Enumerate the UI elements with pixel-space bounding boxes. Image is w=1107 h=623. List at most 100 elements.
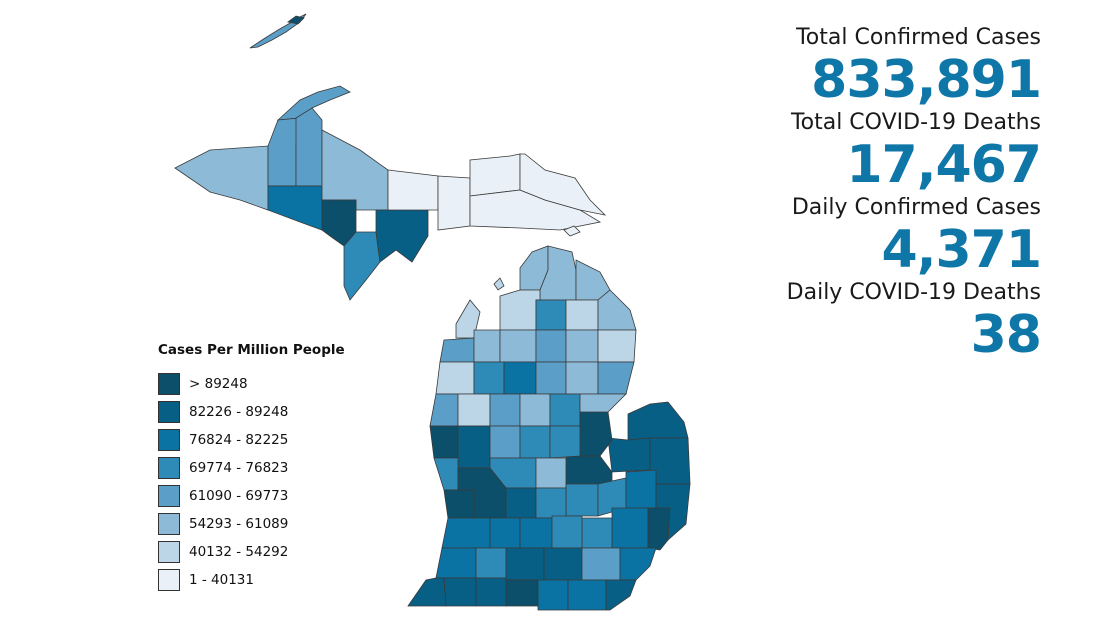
county-berrien[interactable] bbox=[407, 577, 447, 607]
county-charlevoix[interactable] bbox=[499, 289, 541, 331]
county-manistee[interactable] bbox=[435, 361, 475, 395]
county-calhoun[interactable] bbox=[505, 547, 545, 581]
county-bay[interactable] bbox=[579, 411, 613, 457]
county-luce[interactable] bbox=[469, 153, 521, 197]
legend-item: 61090 - 69773 bbox=[158, 482, 388, 510]
map-legend: Cases Per Million People > 89248 82226 - … bbox=[158, 342, 388, 594]
county-schoolcraft[interactable] bbox=[437, 175, 471, 231]
county-alpena[interactable] bbox=[597, 289, 637, 331]
county-ingham[interactable] bbox=[551, 515, 583, 549]
stat-label-total-cases: Total Confirmed Cases bbox=[796, 25, 1041, 50]
county-keweenaw-tip[interactable] bbox=[287, 15, 305, 25]
county-gogebic[interactable] bbox=[174, 145, 269, 211]
county-clare[interactable] bbox=[519, 393, 551, 427]
county-grand-traverse[interactable] bbox=[473, 329, 501, 363]
county-benzie[interactable] bbox=[439, 337, 475, 363]
legend-item: 1 - 40131 bbox=[158, 566, 388, 594]
county-monroe[interactable] bbox=[605, 579, 637, 611]
legend-swatch bbox=[158, 373, 180, 395]
county-shiawassee[interactable] bbox=[565, 483, 599, 517]
county-mecosta[interactable] bbox=[489, 425, 521, 459]
county-mason[interactable] bbox=[429, 393, 459, 427]
county-chippewa[interactable] bbox=[519, 153, 607, 216]
county-lenawee[interactable] bbox=[567, 579, 607, 611]
stat-label-daily-deaths: Daily COVID-19 Deaths bbox=[786, 280, 1041, 305]
county-otsego[interactable] bbox=[535, 299, 567, 331]
county-gladwin[interactable] bbox=[549, 393, 581, 427]
county-kalkaska[interactable] bbox=[499, 329, 537, 363]
county-isabella[interactable] bbox=[519, 425, 551, 459]
county-oceana[interactable] bbox=[429, 425, 459, 459]
county-livingston[interactable] bbox=[581, 517, 613, 549]
county-ionia[interactable] bbox=[505, 487, 537, 519]
county-marquette[interactable] bbox=[321, 129, 389, 211]
legend-rows: > 89248 82226 - 89248 76824 - 82225 69774 -… bbox=[158, 370, 388, 594]
county-alcona[interactable] bbox=[597, 329, 637, 363]
county-iosco[interactable] bbox=[597, 361, 635, 395]
stat-total-deaths: Total COVID-19 Deaths 17,467 bbox=[741, 109, 1042, 195]
legend-label: 69774 - 76823 bbox=[189, 460, 289, 476]
county-eaton[interactable] bbox=[519, 517, 553, 549]
stat-total-cases: Total Confirmed Cases 833,891 bbox=[741, 24, 1042, 110]
county-alger[interactable] bbox=[387, 169, 439, 211]
county-oscoda[interactable] bbox=[565, 329, 599, 363]
county-allegan[interactable] bbox=[441, 517, 491, 549]
stat-value-total-deaths: 17,467 bbox=[846, 135, 1042, 195]
county-newaygo[interactable] bbox=[457, 425, 491, 469]
legend-swatch bbox=[158, 485, 180, 507]
county-huron[interactable] bbox=[627, 401, 689, 441]
county-delta[interactable] bbox=[375, 209, 429, 263]
county-jackson[interactable] bbox=[543, 547, 583, 581]
county-hillsdale[interactable] bbox=[537, 579, 569, 611]
legend-item: 54293 - 61089 bbox=[158, 510, 388, 538]
county-cass[interactable] bbox=[443, 577, 477, 607]
county-saginaw[interactable] bbox=[565, 455, 613, 485]
county-st-joseph[interactable] bbox=[475, 577, 507, 607]
legend-label: 82226 - 89248 bbox=[189, 404, 289, 420]
legend-label: > 89248 bbox=[189, 376, 248, 392]
county-roscommon[interactable] bbox=[535, 361, 567, 395]
county-dickinson[interactable] bbox=[343, 231, 381, 301]
county-lake[interactable] bbox=[457, 393, 491, 427]
county-barry[interactable] bbox=[489, 517, 521, 549]
county-osceola[interactable] bbox=[489, 393, 521, 427]
legend-item: 76824 - 82225 bbox=[158, 426, 388, 454]
mackinac-island bbox=[563, 225, 581, 237]
county-gratiot[interactable] bbox=[535, 457, 567, 489]
county-baraga[interactable] bbox=[295, 107, 323, 187]
stat-value-total-cases: 833,891 bbox=[811, 50, 1042, 110]
county-muskegon[interactable] bbox=[433, 457, 459, 491]
county-oakland[interactable] bbox=[611, 507, 649, 549]
county-ontonagon[interactable] bbox=[267, 185, 323, 231]
county-kalamazoo[interactable] bbox=[475, 547, 507, 579]
county-tuscola[interactable] bbox=[607, 437, 651, 473]
county-wayne[interactable] bbox=[619, 547, 657, 581]
legend-swatch bbox=[158, 401, 180, 423]
county-branch[interactable] bbox=[505, 579, 539, 607]
county-houghton[interactable] bbox=[267, 117, 301, 187]
county-clinton[interactable] bbox=[535, 487, 567, 519]
county-crawford[interactable] bbox=[535, 329, 567, 363]
legend-label: 76824 - 82225 bbox=[189, 432, 289, 448]
county-ogemaw[interactable] bbox=[565, 361, 599, 395]
county-macomb[interactable] bbox=[647, 507, 671, 551]
county-leelanau[interactable] bbox=[455, 299, 481, 339]
legend-label: 54293 - 61089 bbox=[189, 516, 289, 532]
county-missaukee[interactable] bbox=[503, 361, 537, 395]
stat-daily-deaths: Daily COVID-19 Deaths 38 bbox=[741, 279, 1042, 365]
legend-item: > 89248 bbox=[158, 370, 388, 398]
stat-value-daily-deaths: 38 bbox=[970, 305, 1042, 365]
legend-swatch bbox=[158, 429, 180, 451]
county-ottawa[interactable] bbox=[443, 489, 475, 519]
county-wexford[interactable] bbox=[473, 361, 505, 395]
legend-swatch bbox=[158, 569, 180, 591]
stat-daily-cases: Daily Confirmed Cases 4,371 bbox=[741, 194, 1042, 279]
county-van-buren[interactable] bbox=[435, 547, 477, 579]
legend-swatch bbox=[158, 457, 180, 479]
legend-item: 82226 - 89248 bbox=[158, 398, 388, 426]
legend-label: 61090 - 69773 bbox=[189, 488, 289, 504]
county-washtenaw[interactable] bbox=[581, 547, 621, 581]
county-lapeer[interactable] bbox=[625, 469, 657, 509]
county-midland[interactable] bbox=[549, 425, 581, 459]
county-montmorency[interactable] bbox=[565, 299, 599, 331]
